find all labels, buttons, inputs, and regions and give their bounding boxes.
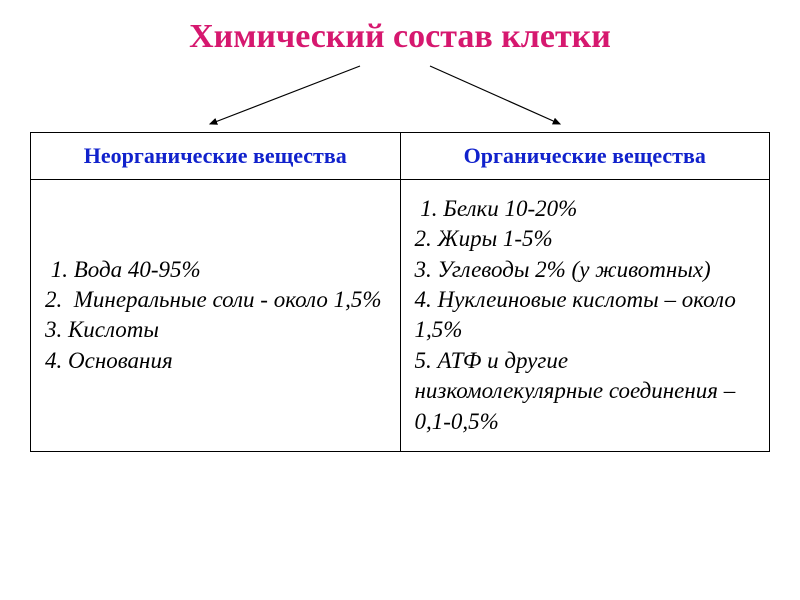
cell-inorganic: 1. Вода 40-95%2. Минеральные соли - окол…	[31, 180, 401, 452]
list-item: 3. Кислоты	[45, 315, 390, 345]
arrow-right	[430, 66, 560, 124]
tree-arrows	[0, 62, 800, 132]
list-item: 1. Белки 10-20%	[415, 194, 760, 224]
table-row: 1. Вода 40-95%2. Минеральные соли - окол…	[31, 180, 770, 452]
page-title: Химический состав клетки	[0, 0, 800, 62]
list-item: 1. Вода 40-95%	[45, 255, 390, 285]
col-header-inorganic: Неорганические вещества	[31, 133, 401, 180]
table-header-row: Неорганические вещества Органические вещ…	[31, 133, 770, 180]
col-header-organic: Органические вещества	[400, 133, 770, 180]
list-item: 2. Жиры 1-5%	[415, 224, 760, 254]
list-item: 4. Нуклеиновые кислоты – около 1,5%	[415, 285, 760, 346]
list-item: 2. Минеральные соли - около 1,5%	[45, 285, 390, 315]
cell-organic: 1. Белки 10-20%2. Жиры 1-5%3. Углеводы 2…	[400, 180, 770, 452]
list-item: 3. Углеводы 2% (у животных)	[415, 255, 760, 285]
list-item: 4. Основания	[45, 346, 390, 376]
composition-table: Неорганические вещества Органические вещ…	[30, 132, 770, 452]
arrows-svg	[0, 62, 800, 132]
list-item: 5. АТФ и другие низкомолекулярные соедин…	[415, 346, 760, 437]
arrow-left	[210, 66, 360, 124]
